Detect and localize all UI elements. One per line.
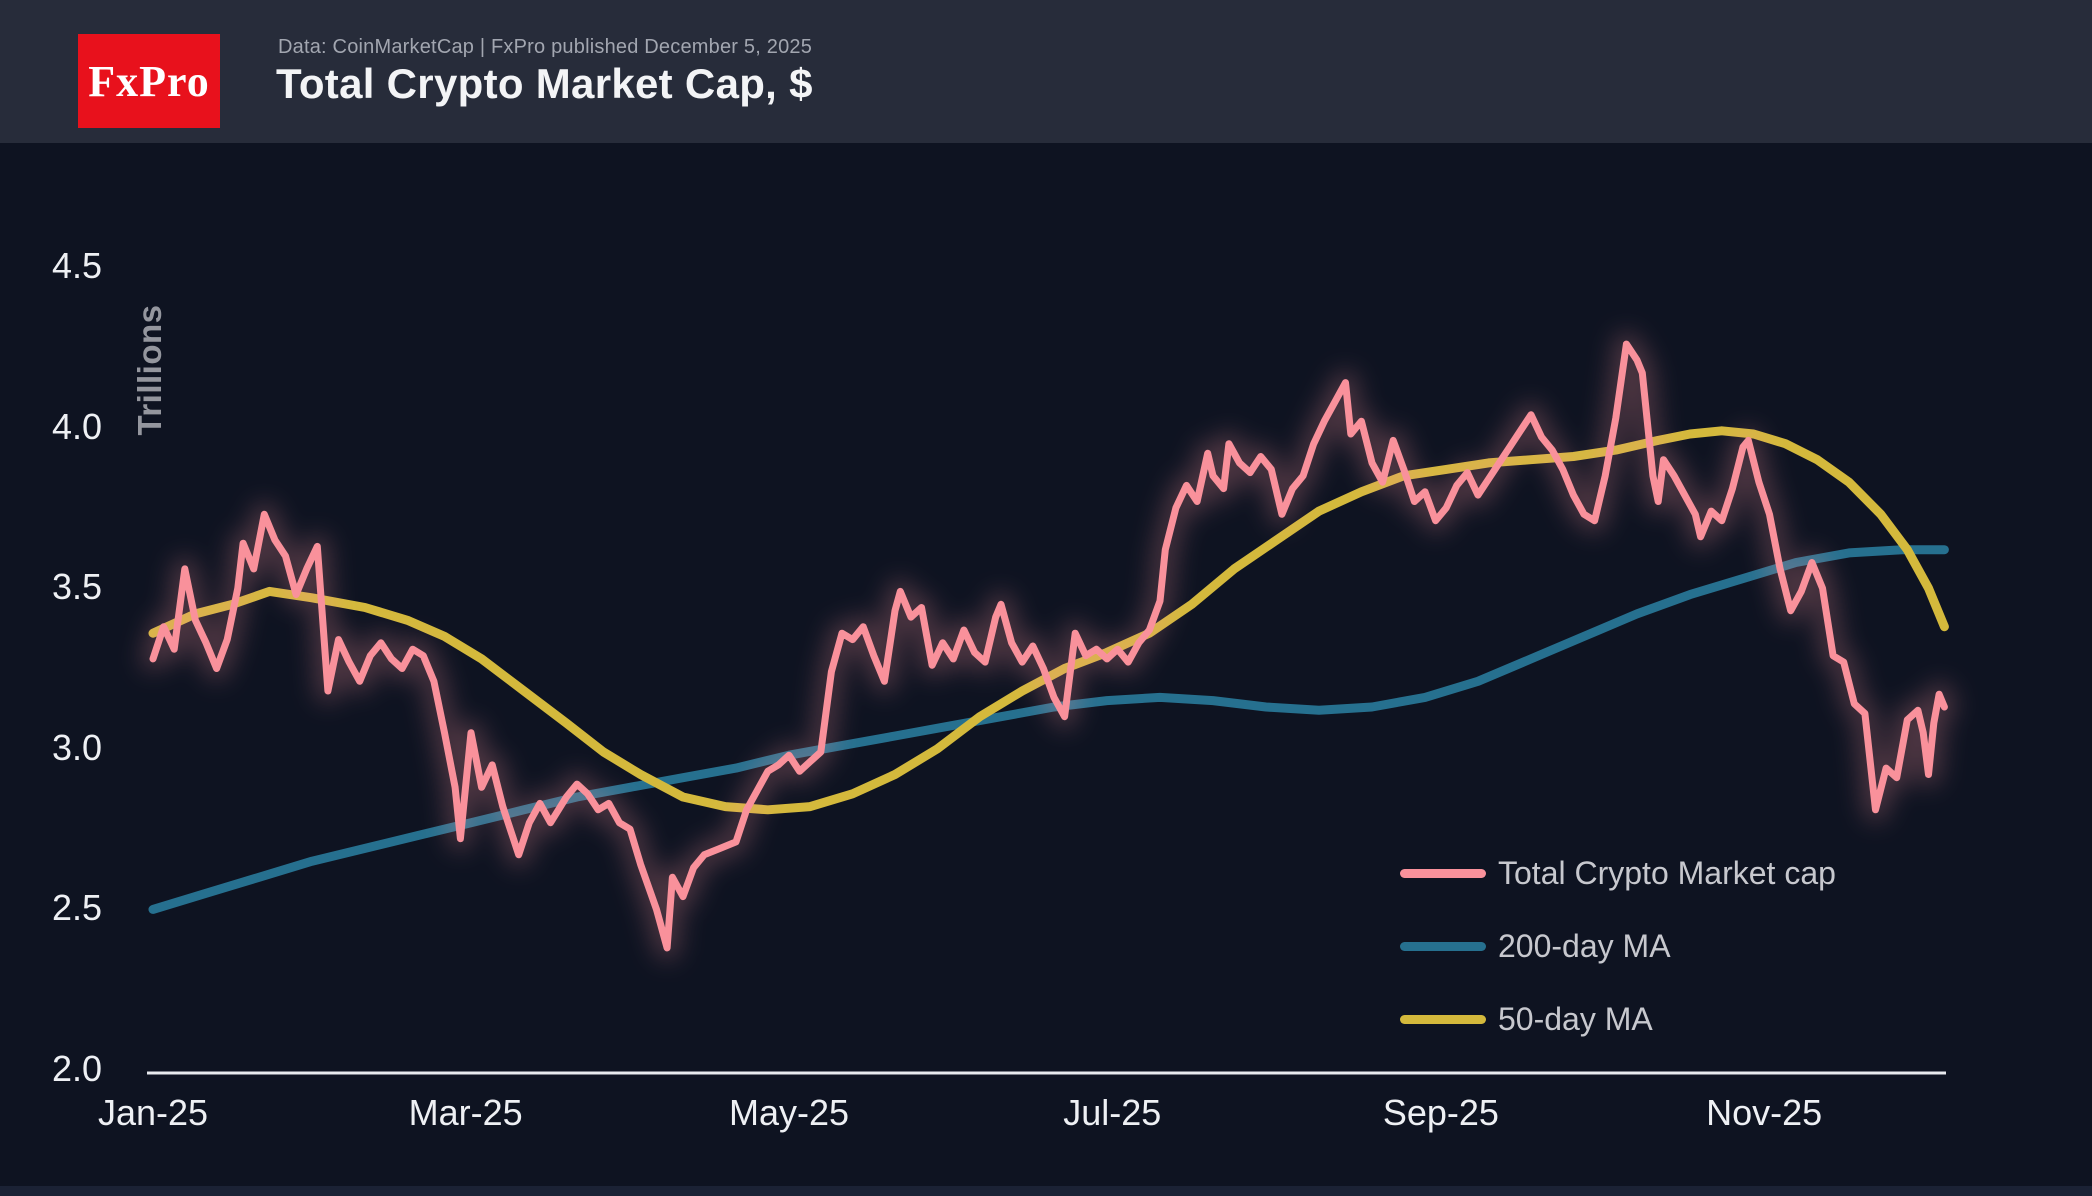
y-axis-unit-label: Trillions	[131, 304, 168, 436]
legend-row-market-cap: Total Crypto Market cap	[1400, 853, 1836, 893]
legend-label-market-cap: Total Crypto Market cap	[1498, 854, 1836, 891]
y-tick-label-4.0: 4.0	[51, 405, 102, 447]
x-tick-label-mar-25: Mar-25	[408, 1092, 523, 1133]
legend-label-50-day-ma: 50-day MA	[1498, 1000, 1653, 1037]
chart-legend: Total Crypto Market cap 200-day MA 50-da…	[1400, 853, 1836, 1039]
legend-label-200-day-ma: 200-day MA	[1498, 927, 1671, 964]
y-tick-label-2.0: 2.0	[51, 1048, 102, 1089]
chart-source-line: Data: CoinMarketCap | FxPro published De…	[278, 36, 813, 58]
y-tick-label-4.5: 4.5	[51, 245, 102, 286]
legend-row-50-day-ma: 50-day MA	[1400, 999, 1836, 1039]
fxpro-logo-text: FxPro	[88, 56, 210, 106]
x-tick-label-may-25: May-25	[728, 1092, 850, 1133]
market-cap-line-swatch	[1400, 868, 1486, 878]
total-crypto-market-cap-line	[149, 340, 1948, 952]
x-tick-label-jul-25: Jul-25	[1063, 1092, 1162, 1133]
bottom-strip	[0, 1186, 2092, 1196]
y-tick-label-3.0: 3.0	[51, 726, 102, 768]
y-tick-label-2.5: 2.5	[51, 887, 102, 929]
y-tick-label-3.5: 3.5	[51, 566, 102, 608]
x-tick-label-nov-25: Nov-25	[1706, 1092, 1823, 1133]
header-bar: FxPro Data: CoinMarketCap | FxPro publis…	[0, 0, 2092, 143]
ma-200-line-swatch	[1400, 941, 1486, 951]
fxpro-logo: FxPro	[78, 34, 220, 128]
x-tick-label-jan-25: Jan-25	[97, 1092, 209, 1133]
ma-50-line-swatch	[1400, 1014, 1486, 1024]
legend-row-200-day-ma: 200-day MA	[1400, 926, 1836, 966]
page-title: Total Crypto Market Cap, $	[276, 60, 813, 107]
x-tick-label-sep-25: Sep-25	[1382, 1092, 1499, 1133]
